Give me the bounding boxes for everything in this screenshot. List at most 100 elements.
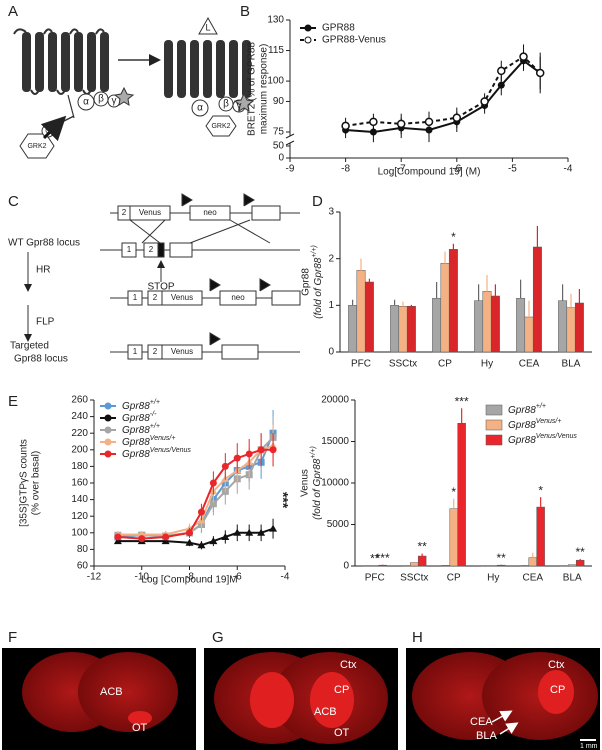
marker [209,479,217,487]
y-tick-label: 10000 [321,478,349,489]
marker [197,508,205,516]
receptor [22,32,109,92]
bar [348,305,358,353]
marker [221,462,229,470]
marker [480,97,489,106]
x-axis-label: Log [Compound 19]M [141,575,237,586]
diagram-c [24,193,301,360]
marker [424,117,434,127]
image-label: Ctx [548,659,565,671]
legend-marker [304,36,312,44]
bar [364,281,374,353]
bar [448,249,458,353]
bar [524,316,534,353]
panel-label: D [312,193,323,210]
y-axis-label: BRET2 (% of GPR88 [247,42,258,136]
legend-swatch [485,404,503,416]
y-tick-label: 180 [71,461,88,472]
scale-bar: 1 mm [580,743,598,750]
marker [257,528,266,536]
x-tick-label: -8 [341,164,350,175]
legend-label: Gpr88+/+ [508,403,546,415]
label: 2 [153,293,158,302]
marker [209,500,217,508]
x-axis-label: Log[Compound 19] (M) [378,167,481,178]
image-g [204,648,398,750]
x-tick-label: -9 [286,164,295,175]
y-tick-label: 260 [71,395,88,406]
significance: * [538,483,543,497]
g-alpha [77,93,95,111]
bar [417,555,427,567]
legend-marker [304,24,312,32]
bar [406,306,416,353]
label: HR [36,265,50,276]
bar [566,307,576,353]
bar [568,564,577,567]
x-tick-label: CP [438,359,452,370]
y-tick-label: 0 [343,561,349,572]
panel-label: B [240,3,250,20]
bar [432,298,442,353]
label: β [223,99,229,110]
legend-label: Gpr88Venus/Venus [508,433,577,445]
y-axis-label: (fold of Gpr88+/+) [310,446,322,520]
marker [245,450,253,458]
y-axis-label: Venus [300,469,311,497]
y-tick-label: 140 [71,494,88,505]
x-tick-label: PFC [351,359,371,370]
x-tick-label: PFC [365,573,385,584]
marker [369,128,377,136]
y-tick-label: 75 [273,127,285,138]
y-tick-label: 80 [77,544,89,555]
label: 2 [122,208,127,217]
y-axis-label: maximum response) [259,44,270,135]
y-tick-label: 160 [71,478,88,489]
significance: ** [496,551,506,565]
y-axis-label: (% over basal) [31,451,42,515]
annotation: *** [275,492,291,509]
panel-label: A [8,3,18,20]
y-axis-label: (fold of Gpr88+/+) [311,245,323,319]
y-tick-label: 100 [267,76,284,87]
x-tick-label: -12 [87,572,102,583]
receptor [164,40,251,98]
marker [137,530,146,538]
x-tick-label: -7 [397,164,406,175]
y-tick-label: 100 [71,527,88,538]
marker [138,535,146,543]
bar [532,246,542,353]
y-tick-label: 200 [71,444,88,455]
bar [356,270,366,353]
bar [528,557,537,567]
bar [482,291,492,353]
y-tick-label: 20000 [321,395,349,406]
x-tick-label: SSCtx [389,359,417,370]
bar [516,298,526,353]
y-tick-label: 15000 [321,436,349,447]
marker [114,533,122,541]
label: 1 [133,347,138,356]
bar [378,564,387,567]
label: L [205,22,210,32]
marker [186,529,193,537]
marker [257,446,265,454]
marker [209,537,218,545]
diagram-c-text: 2 Venus neo 1 2 WT Gpr88 locus HR STOP 1… [8,208,245,365]
x-tick-label: -4 [564,164,573,175]
label: STOP [147,282,174,293]
label: β [98,94,104,105]
image-label: CP [334,684,349,696]
x-tick-label: CEA [522,573,543,584]
x-tick-label: -6 [233,572,242,583]
y-tick-label: 5000 [327,519,350,530]
label: GRK2 [27,143,46,150]
loops [13,28,105,95]
y-tick-label: 0 [278,153,284,164]
legend-marker [104,402,112,410]
legend-label: Gpr88+/+ [122,399,160,411]
label: Venus [171,293,193,302]
significance: ** [575,545,585,559]
y-tick-label: 2 [328,253,334,264]
